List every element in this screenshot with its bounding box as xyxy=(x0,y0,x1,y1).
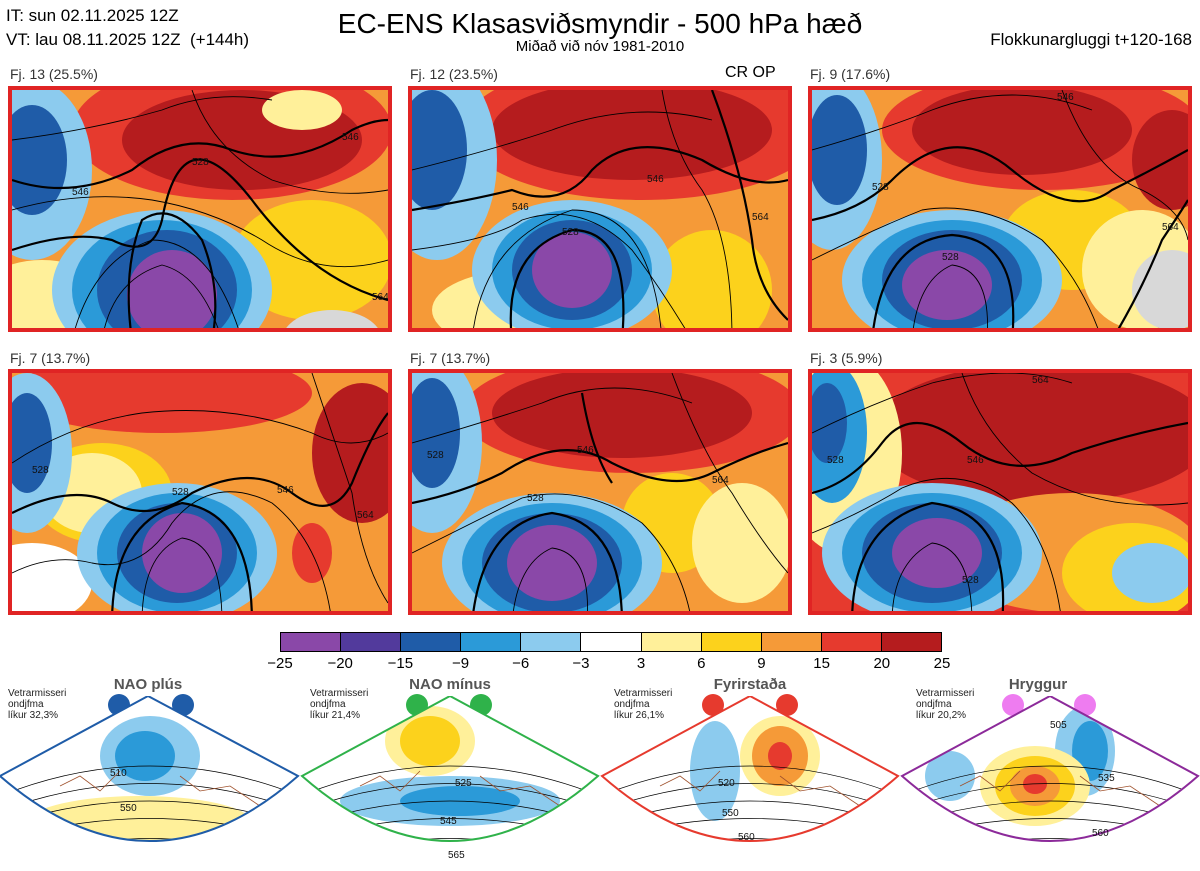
regime-contour-label: 550 xyxy=(120,803,137,814)
regime-dot-marker xyxy=(702,694,724,716)
colorbar-tick-label: −6 xyxy=(512,655,530,672)
panel-4-contour-label: 546 xyxy=(277,485,294,496)
regime-title: NAO plús xyxy=(113,676,183,693)
panel-1-map: 528 546 546 564 xyxy=(8,86,392,332)
regime-contour-label: 550 xyxy=(722,808,739,819)
valid-time: VT: lau 08.11.2025 12Z (+144h) xyxy=(6,30,250,49)
colorbar-tick-label: 15 xyxy=(813,655,830,672)
colorbar-tick-label: 20 xyxy=(873,655,891,672)
regime-contour-label: 525 xyxy=(455,778,472,789)
panel-3-label: Fj. 9 (17.6%) xyxy=(810,66,891,82)
colorbar-tick-label: −15 xyxy=(387,655,414,672)
panel-6-map: 528 528 546 564 xyxy=(808,369,1192,615)
colorbar-swatch xyxy=(701,633,762,651)
panel-2-contour-label: 564 xyxy=(752,212,769,223)
panel-3-contour-label: 528 xyxy=(872,182,889,193)
colorbar-tick-label: −9 xyxy=(451,655,470,672)
panel-6-contour-label: 564 xyxy=(1032,375,1049,386)
window-label: Flokkunargluggi t+120-168 xyxy=(990,30,1192,49)
panel-5-contour-label: 528 xyxy=(527,493,544,504)
regime-note: Vetrarmisseri ondjfma líkur 20,2% xyxy=(916,688,975,721)
panel-5-contour-label: 564 xyxy=(712,475,729,486)
regime-contour-label: 560 xyxy=(738,832,755,843)
regime-nao-plus: NAO plús Vetrarmisseri ondjfma líkur 32,3%… xyxy=(0,676,300,871)
panel-2-contour-label: 546 xyxy=(512,202,529,213)
regime-dot-marker xyxy=(776,694,798,716)
colorbar-tick-label: 25 xyxy=(933,655,951,672)
regime-title: Fyrirstaða xyxy=(713,676,787,693)
colorbar-tick-label: −3 xyxy=(572,655,590,672)
regime-contour-label: 510 xyxy=(110,768,127,779)
regime-contour-label: 520 xyxy=(718,778,735,789)
panel-4-contour-label: 564 xyxy=(357,510,374,521)
colorbar-swatch xyxy=(461,633,522,651)
colorbar-swatch xyxy=(881,633,942,651)
panel-6-label: Fj. 3 (5.9%) xyxy=(810,350,883,366)
panel-2-map: 528 546 546 564 xyxy=(408,86,792,332)
regime-note: Vetrarmisseri ondjfma líkur 32,3% xyxy=(8,688,67,721)
regime-blocking: Fyrirstaða Vetrarmisseri ondjfma líkur 26,… xyxy=(600,676,900,871)
panel-2-label: Fj. 12 (23.5%) xyxy=(410,66,498,82)
regime-note: Vetrarmisseri ondjfma líkur 21,4% xyxy=(310,688,369,721)
panel-4-map: 528 528 546 564 xyxy=(8,369,392,615)
panel-1-contour-label: 546 xyxy=(72,187,89,198)
panel-2-extra: CR OP xyxy=(725,64,776,81)
colorbar-swatch xyxy=(521,633,582,651)
colorbar-swatch xyxy=(401,633,462,651)
panel-5-label: Fj. 7 (13.7%) xyxy=(410,350,491,366)
panel-3-contour-label: 546 xyxy=(1057,92,1074,103)
colorbar-swatch xyxy=(821,633,882,651)
regime-title: NAO mínus xyxy=(409,676,491,693)
panel-4-contour-label: 528 xyxy=(32,465,49,476)
panel-6-contour-label: 546 xyxy=(967,455,984,466)
regime-contour-label: 560 xyxy=(1092,828,1109,839)
colorbar xyxy=(280,632,942,652)
panel-1-contour-label: 546 xyxy=(342,132,359,143)
panel-2-contour-label: 546 xyxy=(647,174,664,185)
regime-dot-marker xyxy=(172,694,194,716)
panel-6-contour-label: 528 xyxy=(962,575,979,586)
panel-3-contour-label: 528 xyxy=(942,252,959,263)
colorbar-tick-label: 6 xyxy=(697,655,706,672)
regime-contour-label: 505 xyxy=(1050,720,1067,731)
regime-contour-label: 535 xyxy=(1098,773,1115,784)
panel-5-contour-label: 528 xyxy=(427,450,444,461)
colorbar-tick-label: −25 xyxy=(267,655,293,672)
colorbar-ticks: −25 −20 −15 −9 −6 −3 3 6 9 15 20 25 xyxy=(267,655,950,675)
page-title: EC-ENS Klasasviðsmyndir - 500 hPa hæð xyxy=(337,8,863,39)
colorbar-tick-label: 3 xyxy=(636,655,646,672)
regime-nao-minus: NAO mínus Vetrarmisseri ondjfma líkur 21,4… xyxy=(300,676,600,871)
colorbar-tick-label: −20 xyxy=(327,655,353,672)
regime-dot-marker xyxy=(1074,694,1096,716)
regime-contour-label: 545 xyxy=(440,816,457,827)
regime-note: Vetrarmisseri ondjfma líkur 26,1% xyxy=(614,688,673,721)
colorbar-swatch xyxy=(761,633,822,651)
panel-1-contour-label: 564 xyxy=(372,292,388,303)
panel-2-contour-label: 528 xyxy=(562,227,579,238)
panel-4-label: Fj. 7 (13.7%) xyxy=(10,350,91,366)
panel-5-contour-label: 546 xyxy=(577,445,594,456)
colorbar-swatch xyxy=(341,633,402,651)
page-subtitle: Miðað við nóv 1981-2010 xyxy=(515,38,685,55)
regime-title: Hryggur xyxy=(1008,676,1068,693)
panel-3-map: 528 528 546 564 xyxy=(808,86,1192,332)
colorbar-swatch xyxy=(581,633,642,651)
regime-contour-label: 565 xyxy=(448,850,465,861)
panel-3-contour-label: 564 xyxy=(1162,222,1179,233)
regime-ridge: Hryggur Vetrarmisseri ondjfma líkur 20,2% xyxy=(900,676,1200,871)
panel-1-label: Fj. 13 (25.5%) xyxy=(10,66,98,82)
panel-1-contour-label: 528 xyxy=(192,157,209,168)
panel-6-contour-label: 528 xyxy=(827,455,844,466)
header-times: IT: sun 02.11.2025 12Z VT: lau 08.11.202… xyxy=(6,4,249,52)
panel-5-map: 528 528 546 564 xyxy=(408,369,792,615)
panel-4-contour-label: 528 xyxy=(172,487,189,498)
colorbar-swatch xyxy=(281,633,342,651)
regime-dot-marker xyxy=(1002,694,1024,716)
init-time: IT: sun 02.11.2025 12Z xyxy=(6,6,179,25)
colorbar-swatch xyxy=(641,633,702,651)
colorbar-tick-label: 9 xyxy=(757,655,766,672)
